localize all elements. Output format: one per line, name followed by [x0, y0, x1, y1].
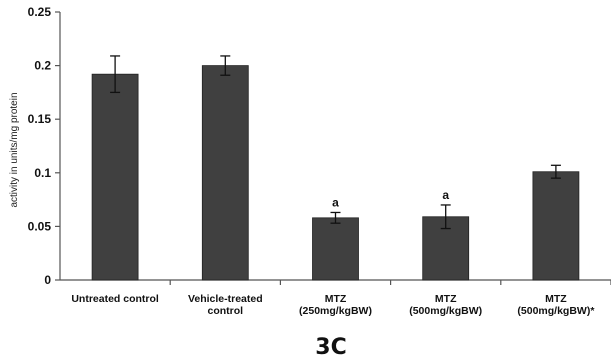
- category-label: MTZ (250mg/kgBW): [299, 293, 372, 317]
- y-tick-label: 0: [44, 273, 51, 287]
- error-bars: [110, 55, 561, 230]
- panel-label: 3C: [315, 335, 346, 360]
- labels: 0 0.05 0.1 0.15 0.2 0.25 Untreated control Vehi…: [28, 5, 596, 317]
- category-label: Vehicle-treated control: [188, 293, 263, 317]
- category-label: MTZ (500mg/kgBW)*: [517, 293, 595, 317]
- category-label: MTZ (500mg/kgBW): [409, 293, 482, 317]
- y-tick-label: 0.1: [34, 166, 51, 180]
- bar: [201, 65, 249, 281]
- y-axis-label: activity in units/mg protein: [9, 92, 20, 207]
- bars: [91, 65, 580, 281]
- y-tick-label: 0.05: [28, 219, 52, 233]
- significance-label: a: [332, 195, 339, 209]
- y-tick-label: 0.25: [28, 5, 52, 19]
- significance-label: a: [442, 188, 449, 202]
- category-label: Untreated control: [71, 293, 159, 305]
- bar: [532, 171, 580, 281]
- y-tick-label: 0.2: [34, 59, 51, 73]
- y-tick-label: 0.15: [28, 112, 52, 126]
- bar: [312, 217, 359, 281]
- bar: [91, 73, 139, 281]
